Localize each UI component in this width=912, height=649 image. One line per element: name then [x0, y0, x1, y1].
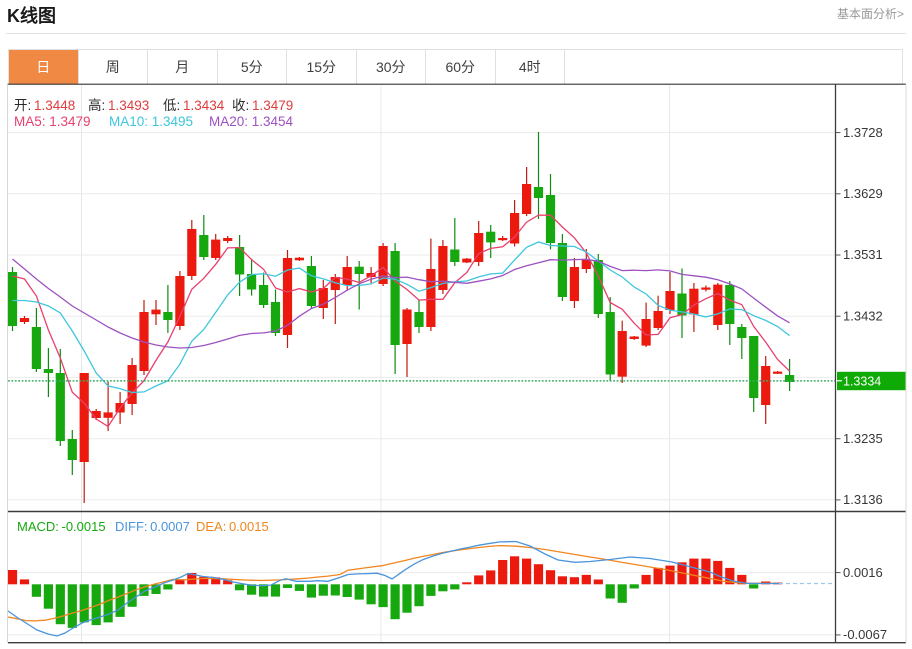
svg-text:1.3728: 1.3728 — [843, 125, 883, 140]
svg-text:1.3432: 1.3432 — [843, 308, 883, 323]
svg-text:1.3334: 1.3334 — [843, 374, 881, 388]
svg-text:1.3136: 1.3136 — [843, 492, 883, 507]
svg-text:1.3235: 1.3235 — [843, 431, 883, 446]
svg-text:1.3629: 1.3629 — [843, 186, 883, 201]
svg-text:0.0016: 0.0016 — [843, 565, 883, 580]
svg-text:-0.0067: -0.0067 — [843, 627, 887, 642]
svg-text:1.3531: 1.3531 — [843, 247, 883, 262]
